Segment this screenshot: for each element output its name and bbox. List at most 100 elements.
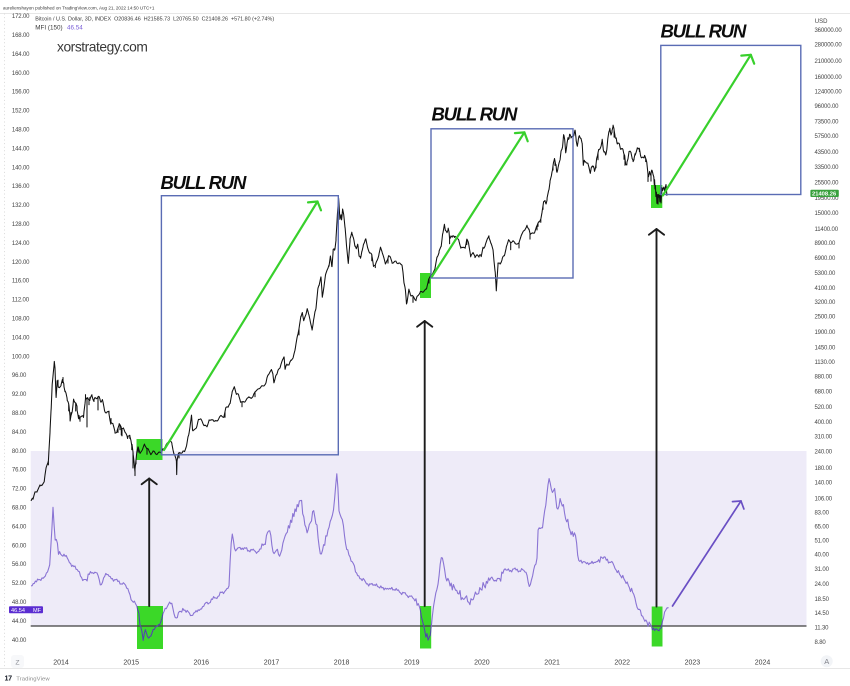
svg-text:83.00: 83.00 <box>815 511 830 517</box>
svg-text:51.00: 51.00 <box>815 539 830 545</box>
svg-text:112.00: 112.00 <box>12 298 30 304</box>
svg-text:14.50: 14.50 <box>815 611 830 617</box>
svg-text:2021: 2021 <box>544 659 560 666</box>
svg-text:MFI (150): MFI (150) <box>35 25 62 32</box>
svg-text:17: 17 <box>5 674 13 683</box>
svg-text:46.54: 46.54 <box>11 608 25 614</box>
svg-text:2023: 2023 <box>685 659 701 666</box>
svg-text:11400.00: 11400.00 <box>815 227 839 233</box>
svg-text:96.00: 96.00 <box>12 373 27 379</box>
svg-text:40.00: 40.00 <box>12 638 27 644</box>
svg-text:160000.00: 160000.00 <box>815 75 843 81</box>
svg-text:160.00: 160.00 <box>12 71 30 77</box>
svg-text:Bitcoin / U.S. Dollar, 3D, IND: Bitcoin / U.S. Dollar, 3D, INDEX O20836.… <box>35 17 274 23</box>
svg-text:65.00: 65.00 <box>815 525 830 531</box>
svg-text:6900.00: 6900.00 <box>815 256 836 262</box>
svg-text:310.00: 310.00 <box>815 435 833 441</box>
svg-text:116.00: 116.00 <box>12 279 30 285</box>
svg-text:33500.00: 33500.00 <box>815 165 840 171</box>
svg-text:46.54: 46.54 <box>67 25 83 32</box>
svg-text:152.00: 152.00 <box>12 109 30 115</box>
svg-text:48.00: 48.00 <box>12 600 27 606</box>
svg-text:18.50: 18.50 <box>815 597 830 603</box>
svg-text:25500.00: 25500.00 <box>815 181 840 187</box>
svg-text:132.00: 132.00 <box>12 203 30 209</box>
svg-text:136.00: 136.00 <box>12 184 30 190</box>
svg-text:MF: MF <box>33 608 42 614</box>
svg-text:360000.00: 360000.00 <box>815 28 843 34</box>
svg-text:aurelienshayon published on Tr: aurelienshayon published on TradingView.… <box>3 5 155 10</box>
svg-text:43500.00: 43500.00 <box>815 150 840 156</box>
svg-text:56.00: 56.00 <box>12 562 27 568</box>
svg-text:108.00: 108.00 <box>12 317 30 323</box>
svg-text:280000.00: 280000.00 <box>815 43 843 49</box>
svg-text:88.00: 88.00 <box>12 411 27 417</box>
svg-text:72.00: 72.00 <box>12 487 27 493</box>
svg-text:2015: 2015 <box>123 659 139 666</box>
svg-text:2500.00: 2500.00 <box>815 314 836 320</box>
svg-text:1900.00: 1900.00 <box>815 330 836 336</box>
svg-text:15000.00: 15000.00 <box>815 211 840 217</box>
svg-text:120.00: 120.00 <box>12 260 30 266</box>
svg-text:21408.26: 21408.26 <box>812 192 837 198</box>
svg-text:144.00: 144.00 <box>12 146 30 152</box>
svg-text:124000.00: 124000.00 <box>815 90 843 96</box>
svg-text:106.00: 106.00 <box>815 496 833 502</box>
svg-text:156.00: 156.00 <box>12 90 30 96</box>
svg-text:2016: 2016 <box>194 659 210 666</box>
svg-text:80.00: 80.00 <box>12 449 27 455</box>
svg-text:1450.00: 1450.00 <box>815 346 836 352</box>
svg-text:76.00: 76.00 <box>12 468 27 474</box>
svg-text:3200.00: 3200.00 <box>815 300 836 306</box>
svg-text:100.00: 100.00 <box>12 354 30 360</box>
svg-text:USD: USD <box>815 19 828 25</box>
svg-text:180.00: 180.00 <box>815 466 833 472</box>
svg-text:A: A <box>824 657 829 666</box>
svg-text:2014: 2014 <box>53 659 69 666</box>
svg-text:BULL RUN: BULL RUN <box>432 104 518 125</box>
svg-text:8.80: 8.80 <box>815 640 827 646</box>
svg-text:BULL RUN: BULL RUN <box>161 172 247 193</box>
svg-text:96000.00: 96000.00 <box>815 104 840 110</box>
svg-text:880.00: 880.00 <box>815 375 833 381</box>
svg-text:1130.00: 1130.00 <box>815 360 836 366</box>
svg-text:BULL RUN: BULL RUN <box>661 21 747 42</box>
svg-text:680.00: 680.00 <box>815 389 833 395</box>
svg-text:24.00: 24.00 <box>815 582 830 588</box>
svg-text:44.00: 44.00 <box>12 619 27 625</box>
svg-text:2024: 2024 <box>755 659 771 666</box>
svg-text:104.00: 104.00 <box>12 335 30 341</box>
svg-text:2019: 2019 <box>404 659 420 666</box>
svg-text:5300.00: 5300.00 <box>815 271 836 277</box>
svg-text:128.00: 128.00 <box>12 222 30 228</box>
svg-text:210000.00: 210000.00 <box>815 59 843 65</box>
svg-text:140.00: 140.00 <box>815 480 833 486</box>
svg-text:84.00: 84.00 <box>12 430 27 436</box>
svg-text:64.00: 64.00 <box>12 524 27 530</box>
svg-text:172.00: 172.00 <box>12 14 30 20</box>
svg-text:31.00: 31.00 <box>815 567 830 573</box>
svg-text:2022: 2022 <box>614 659 630 666</box>
svg-text:8900.00: 8900.00 <box>815 241 836 247</box>
svg-text:19500.00: 19500.00 <box>815 196 840 202</box>
svg-text:2018: 2018 <box>334 659 350 666</box>
svg-text:2020: 2020 <box>474 659 490 666</box>
svg-text:240.00: 240.00 <box>815 449 833 455</box>
svg-text:60.00: 60.00 <box>12 543 27 549</box>
svg-text:TradingView: TradingView <box>16 676 50 682</box>
svg-text:164.00: 164.00 <box>12 52 30 58</box>
svg-text:Z: Z <box>15 660 19 667</box>
svg-text:140.00: 140.00 <box>12 165 30 171</box>
svg-text:xorstrategy.com: xorstrategy.com <box>57 39 147 54</box>
svg-text:92.00: 92.00 <box>12 392 27 398</box>
svg-text:520.00: 520.00 <box>815 405 833 411</box>
svg-text:2017: 2017 <box>264 659 280 666</box>
svg-text:52.00: 52.00 <box>12 581 27 587</box>
svg-text:168.00: 168.00 <box>12 33 30 39</box>
svg-text:11.30: 11.30 <box>815 625 830 631</box>
svg-text:73500.00: 73500.00 <box>815 120 840 126</box>
svg-text:57500.00: 57500.00 <box>815 134 840 140</box>
svg-text:4100.00: 4100.00 <box>815 286 836 292</box>
svg-text:148.00: 148.00 <box>12 128 30 134</box>
svg-text:68.00: 68.00 <box>12 506 27 512</box>
